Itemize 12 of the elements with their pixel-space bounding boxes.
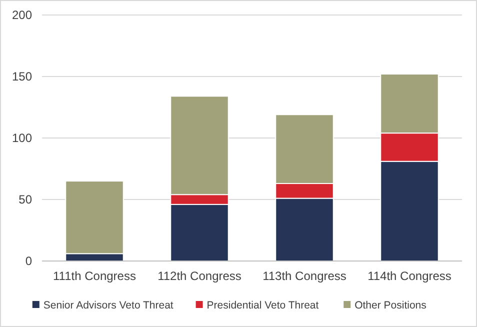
y-tick-label: 0 bbox=[25, 254, 32, 268]
y-tick-label: 200 bbox=[12, 8, 32, 22]
y-tick-label: 150 bbox=[12, 70, 32, 84]
legend-label: Presidential Veto Threat bbox=[206, 300, 319, 312]
legend-label: Senior Advisors Veto Threat bbox=[43, 300, 174, 312]
y-tick-label: 50 bbox=[18, 192, 32, 207]
x-tick-label: 113th Congress bbox=[262, 269, 346, 283]
x-tick-label: 114th Congress bbox=[368, 269, 452, 283]
legend-label: Other Positions bbox=[354, 300, 426, 312]
x-tick-label: 112th Congress bbox=[158, 269, 242, 283]
y-tick-label: 100 bbox=[12, 131, 32, 146]
x-tick-label: 111th Congress bbox=[53, 269, 136, 283]
